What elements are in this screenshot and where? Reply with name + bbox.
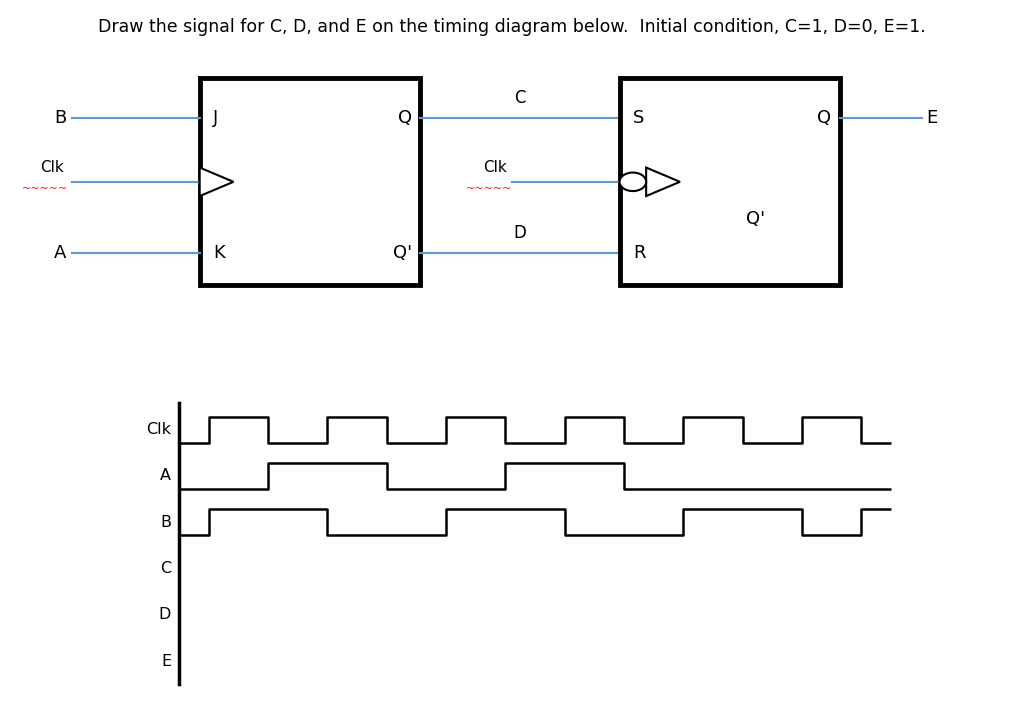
Text: Draw the signal for C, D, and E on the timing diagram below.  Initial condition,: Draw the signal for C, D, and E on the t…: [98, 18, 926, 36]
Text: R: R: [633, 244, 645, 262]
Text: B: B: [160, 515, 171, 530]
Text: B: B: [54, 108, 67, 127]
Text: D: D: [159, 607, 171, 622]
Text: A: A: [160, 468, 171, 483]
Text: Q: Q: [397, 108, 412, 127]
Text: Q: Q: [817, 108, 831, 127]
Text: C: C: [160, 561, 171, 576]
Text: E: E: [927, 108, 938, 127]
Circle shape: [620, 173, 646, 191]
Text: E: E: [161, 654, 171, 669]
Bar: [620, 78, 840, 285]
Text: A: A: [54, 244, 67, 262]
Text: S: S: [633, 108, 644, 127]
Text: Clk: Clk: [483, 160, 507, 175]
Text: Q': Q': [746, 210, 766, 228]
Text: D: D: [513, 225, 526, 242]
Text: Q': Q': [392, 244, 412, 262]
Text: K: K: [213, 244, 224, 262]
Text: Clk: Clk: [40, 160, 63, 175]
Text: C: C: [514, 89, 525, 107]
Text: ~~~~~: ~~~~~: [466, 184, 513, 194]
Text: J: J: [213, 108, 218, 127]
Polygon shape: [200, 168, 233, 196]
Polygon shape: [646, 168, 680, 196]
Bar: [200, 78, 420, 285]
Text: ~~~~~: ~~~~~: [22, 184, 69, 194]
Text: Clk: Clk: [146, 422, 171, 437]
